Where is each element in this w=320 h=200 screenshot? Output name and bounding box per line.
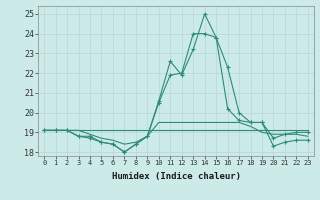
X-axis label: Humidex (Indice chaleur): Humidex (Indice chaleur) — [111, 172, 241, 181]
